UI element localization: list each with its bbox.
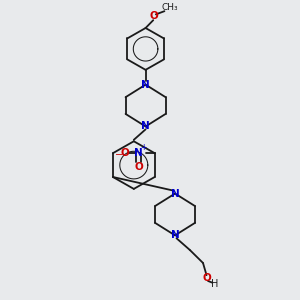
Text: CH₃: CH₃ <box>161 3 178 12</box>
Text: N: N <box>141 122 150 131</box>
Text: −: − <box>115 150 123 160</box>
Text: N: N <box>171 188 179 199</box>
Text: N: N <box>141 80 150 90</box>
Text: H: H <box>211 279 218 290</box>
Text: N: N <box>171 230 179 240</box>
Text: O: O <box>120 148 129 158</box>
Text: N: N <box>134 148 143 158</box>
Text: O: O <box>149 11 158 21</box>
Text: O: O <box>134 162 143 172</box>
Text: O: O <box>202 273 211 283</box>
Text: +: + <box>141 143 147 152</box>
